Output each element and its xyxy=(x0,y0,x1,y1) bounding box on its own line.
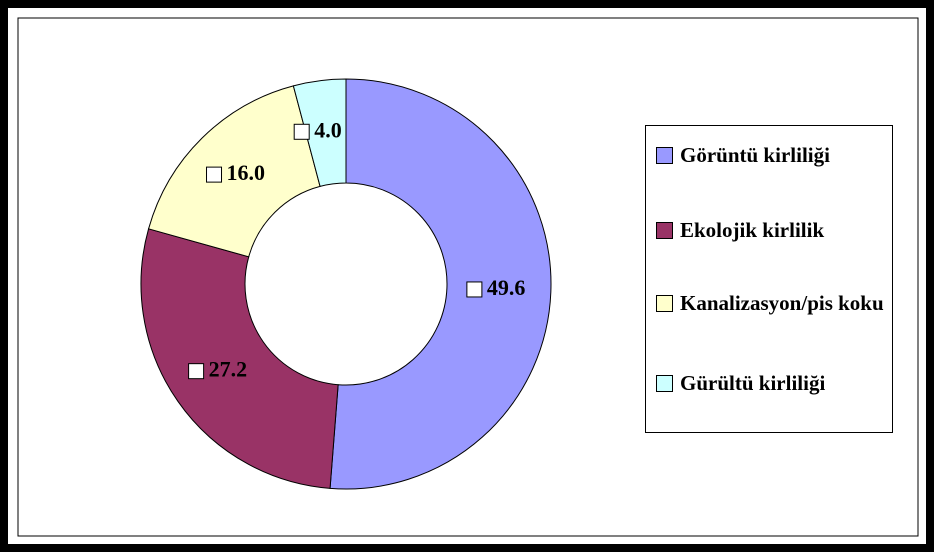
legend-label: Ekolojik kirlilik xyxy=(680,218,825,242)
data-label: 16.0 xyxy=(227,160,265,185)
label-key xyxy=(293,123,310,140)
data-label: 49.6 xyxy=(487,275,526,300)
label-key xyxy=(206,166,223,183)
legend-label: Görüntü kirliliği xyxy=(680,143,830,167)
label-key xyxy=(188,363,205,380)
legend: Görüntü kirliliği Ekolojik kirlilik Kanali… xyxy=(645,125,893,433)
legend-key xyxy=(656,295,673,312)
data-label: 27.2 xyxy=(209,357,248,382)
data-label: 4.0 xyxy=(314,117,342,142)
legend-entry: Gürültü kirliliği xyxy=(656,366,886,400)
label-key xyxy=(466,281,483,298)
legend-key xyxy=(656,147,673,164)
legend-key xyxy=(656,375,673,392)
donut-slice xyxy=(140,228,339,489)
legend-label: Kanalizasyon/pis koku xyxy=(680,291,884,315)
donut-slice xyxy=(147,85,321,258)
donut-slice xyxy=(292,78,347,187)
legend-entry: Kanalizasyon/pis koku xyxy=(656,286,886,320)
legend-key xyxy=(656,222,673,239)
donut-slice xyxy=(329,78,552,490)
plot-frame xyxy=(17,17,919,537)
legend-label: Gürültü kirliliği xyxy=(680,371,826,395)
legend-entry: Görüntü kirliliği xyxy=(656,138,886,172)
legend-entry: Ekolojik kirlilik xyxy=(656,213,886,247)
